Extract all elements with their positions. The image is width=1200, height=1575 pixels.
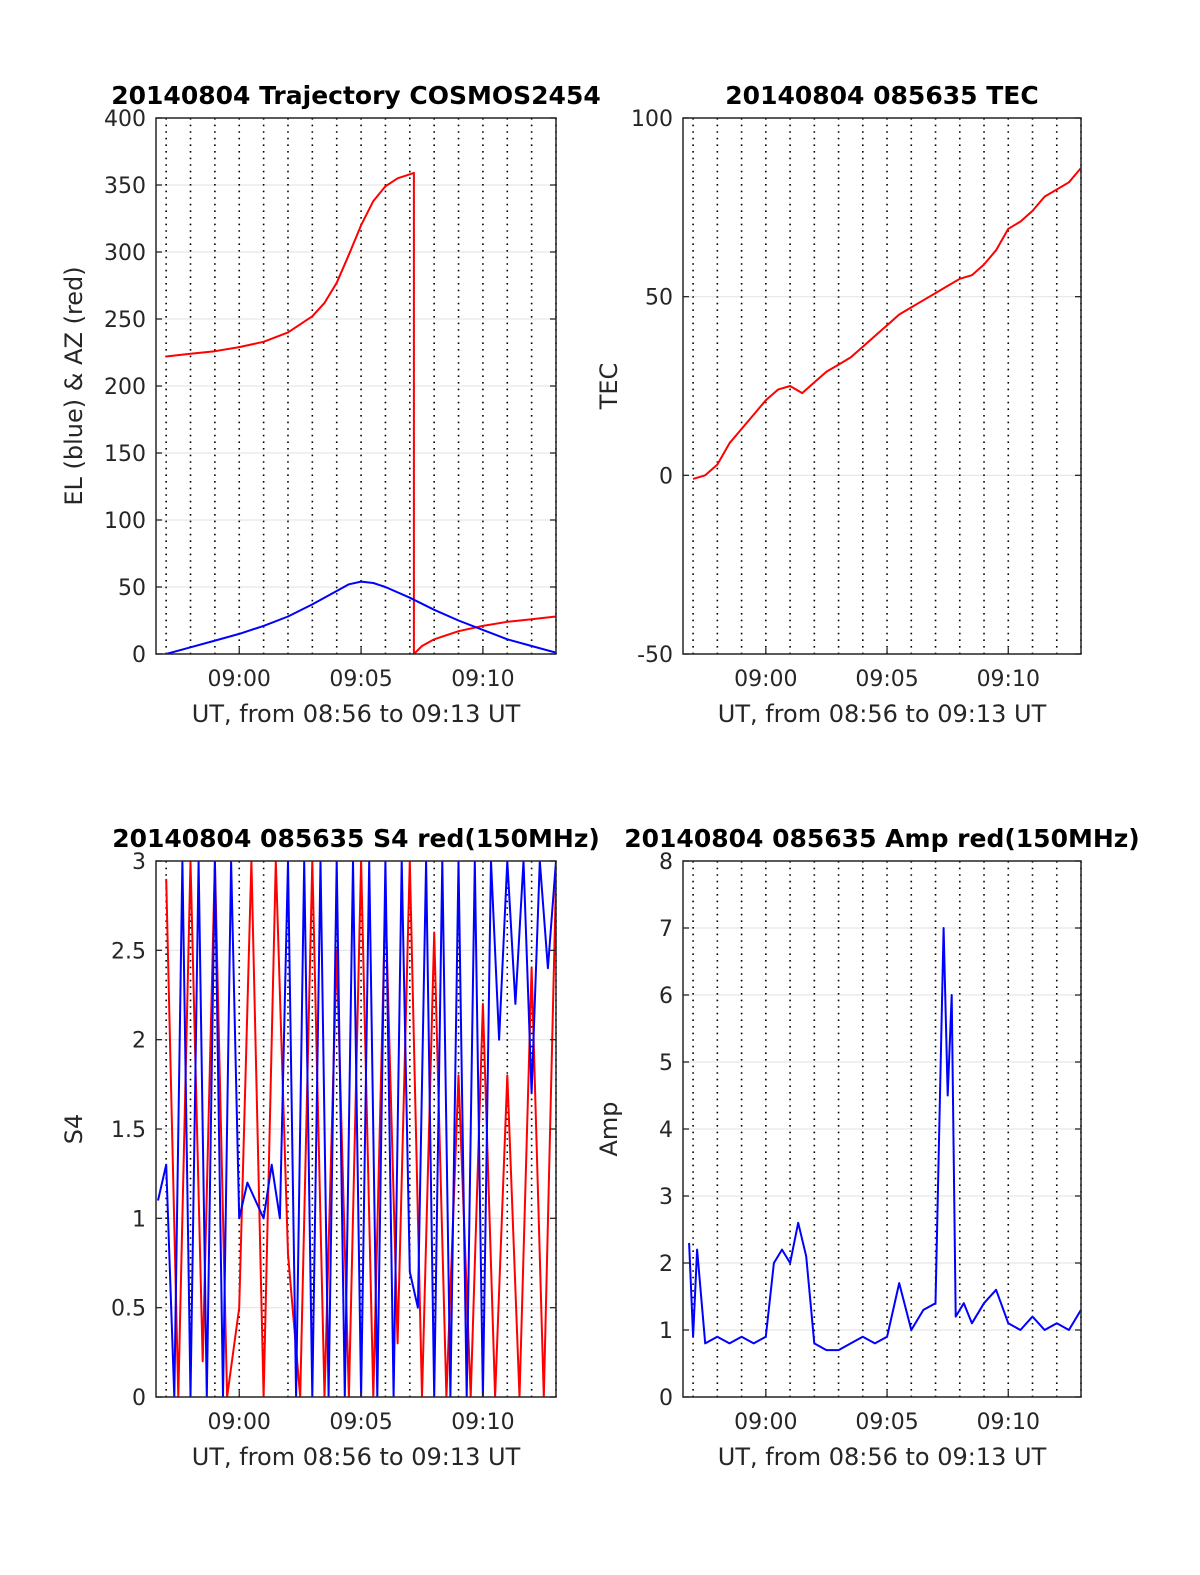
- y-tick-label: 4: [659, 1118, 673, 1143]
- y-tick-label: 100: [631, 107, 673, 132]
- y-tick-label: 350: [104, 174, 146, 199]
- y-tick-label: 2: [132, 1029, 146, 1054]
- y-tick-label: 2.5: [111, 939, 146, 964]
- y-tick-label: 1.5: [111, 1118, 146, 1143]
- y-axis-label: EL (blue) & AZ (red): [60, 266, 88, 505]
- y-tick-label: 5: [659, 1051, 673, 1076]
- x-tick-label: 09:05: [855, 1410, 918, 1435]
- y-tick-label: 3: [132, 850, 146, 875]
- x-tick-label: 09:00: [208, 667, 271, 692]
- y-tick-label: 1: [659, 1319, 673, 1344]
- x-tick-label: 09:05: [329, 667, 392, 692]
- series-line-1: [688, 927, 1081, 1352]
- y-tick-label: 1: [132, 1207, 146, 1232]
- chart-panel-3: 0 0.5 1 1.5 2 2.5 3 09:00 09:05 09:10 20140804 085…: [60, 824, 600, 1471]
- series-line-1: [166, 171, 556, 654]
- y-tick-label: 0: [132, 643, 146, 668]
- y-tick-label: 50: [118, 576, 146, 601]
- y-tick-label: 0: [132, 1386, 146, 1411]
- y-axis-label: TEC: [595, 363, 623, 411]
- y-axis-label: Amp: [595, 1101, 623, 1156]
- x-axis-label: UT, from 08:56 to 09:13 UT: [192, 700, 521, 728]
- chart-title: 20140804 085635 TEC: [725, 81, 1038, 110]
- y-tick-label: 0: [659, 1386, 673, 1411]
- y-tick-label: 250: [104, 308, 146, 333]
- chart-panel-4: 0 1 2 3 4 5 6 7 8 09:00 09:05 09:10 20140804 085635 …: [595, 824, 1140, 1471]
- series-line-2: [165, 580, 556, 654]
- x-axis-label: UT, from 08:56 to 09:13 UT: [192, 1443, 521, 1471]
- x-tick-label: 09:00: [734, 1410, 797, 1435]
- chart-title: 20140804 085635 Amp red(150MHz): [624, 824, 1140, 853]
- x-axis-label: UT, from 08:56 to 09:13 UT: [718, 700, 1047, 728]
- x-tick-label: 09:10: [977, 1410, 1040, 1435]
- chart-title: 20140804 085635 S4 red(150MHz): [112, 824, 600, 853]
- y-tick-label: 150: [104, 442, 146, 467]
- series-line-1: [165, 861, 556, 1397]
- y-tick-label: 50: [645, 286, 673, 311]
- y-tick-label: 0: [659, 464, 673, 489]
- y-tick-label: 0.5: [111, 1297, 146, 1322]
- x-tick-label: 09:00: [734, 667, 797, 692]
- y-tick-label: 8: [659, 850, 673, 875]
- series-line-2: [157, 861, 556, 1397]
- x-tick-label: 09:10: [451, 667, 514, 692]
- x-axis-label: UT, from 08:56 to 09:13 UT: [718, 1443, 1047, 1471]
- y-tick-label: 2: [659, 1252, 673, 1277]
- x-tick-label: 09:10: [977, 667, 1040, 692]
- y-tick-label: 3: [659, 1185, 673, 1210]
- chart-panel-2: -50 0 50 100 09:00 09:05 09:10 20140804 085635 …: [595, 81, 1082, 728]
- y-tick-label: 100: [104, 509, 146, 534]
- y-tick-label: -50: [637, 643, 673, 668]
- chart-panel-1: 0 50 100 150 200 250 300 350 400 09:00 09:05 09:10 2…: [60, 81, 601, 728]
- series-line-1: [692, 167, 1081, 480]
- y-axis-label: S4: [60, 1114, 88, 1145]
- x-tick-label: 09:05: [855, 667, 918, 692]
- y-tick-label: 6: [659, 984, 673, 1009]
- y-tick-label: 200: [104, 375, 146, 400]
- x-tick-label: 09:05: [329, 1410, 392, 1435]
- x-tick-label: 09:10: [451, 1410, 514, 1435]
- axes-box: [682, 117, 1082, 655]
- chart-title: 20140804 Trajectory COSMOS2454: [111, 81, 601, 110]
- y-tick-label: 7: [659, 917, 673, 942]
- x-tick-label: 09:00: [208, 1410, 271, 1435]
- y-tick-label: 300: [104, 241, 146, 266]
- y-tick-label: 400: [104, 107, 146, 132]
